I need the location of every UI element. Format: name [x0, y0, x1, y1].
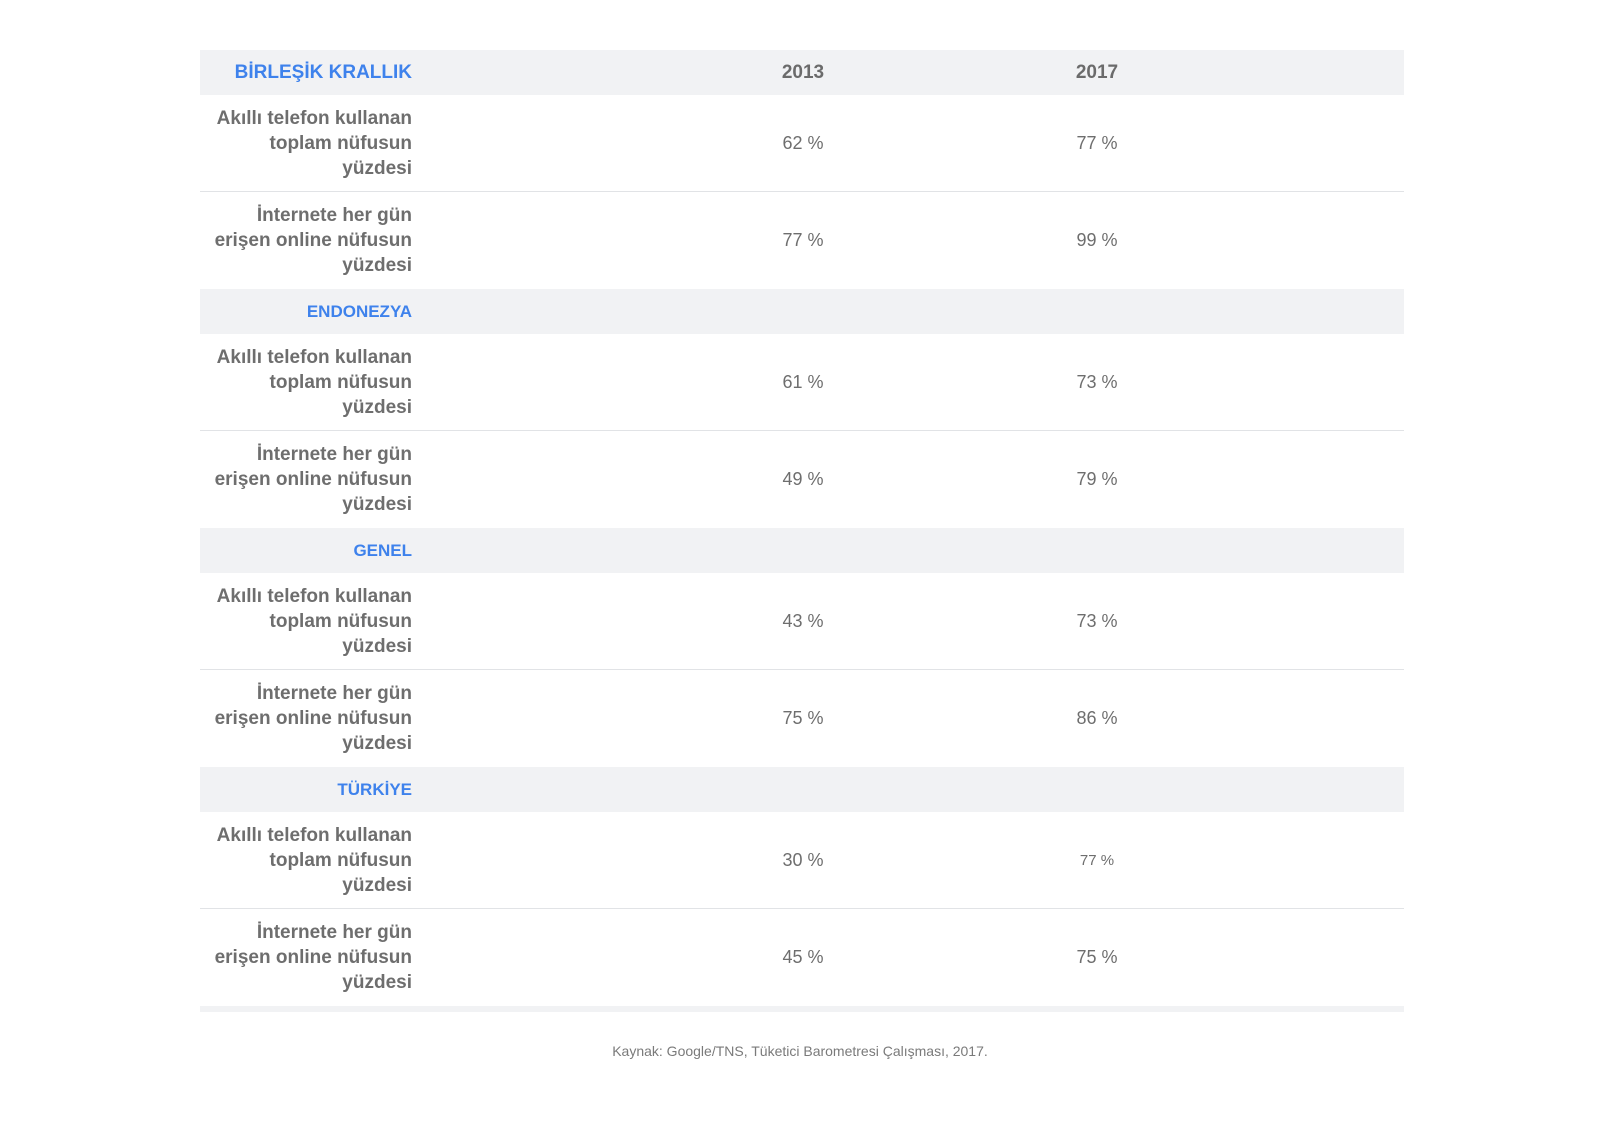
- metric-label: İnternete her gün erişen online nüfusun …: [214, 683, 412, 754]
- metric-label: Akıllı telefon kullanan toplam nüfusun y…: [216, 346, 412, 418]
- metric-label: İnternete her gün erişen online nüfusun …: [214, 205, 412, 276]
- metric-label: Akıllı telefon kullanan toplam nüfusun y…: [216, 824, 412, 896]
- group-header-birlesik-krallik: BİRLEŞİK KRALLIK 2013 2017: [200, 50, 1404, 95]
- table-row: İnternete her gün erişen online nüfusun …: [200, 909, 1404, 1006]
- value-2013: 62 %: [782, 132, 824, 153]
- country-label: BİRLEŞİK KRALLIK: [234, 61, 412, 83]
- table-row: İnternete her gün erişen online nüfusun …: [200, 192, 1404, 289]
- value-2017: 77 %: [1076, 132, 1118, 153]
- value-2013: 43 %: [782, 610, 824, 631]
- value-2013: 61 %: [782, 371, 824, 392]
- table-bottom-divider: [200, 1006, 1404, 1012]
- table-row: Akıllı telefon kullanan toplam nüfusun y…: [200, 95, 1404, 192]
- value-2017: 73 %: [1076, 371, 1118, 392]
- year-2013-header: 2013: [781, 61, 825, 83]
- value-2017: 77 %: [1079, 851, 1115, 869]
- country-label: TÜRKİYE: [337, 779, 412, 799]
- table-row: İnternete her gün erişen online nüfusun …: [200, 431, 1404, 528]
- metric-label: İnternete her gün erişen online nüfusun …: [214, 444, 412, 515]
- table-row: Akıllı telefon kullanan toplam nüfusun y…: [200, 573, 1404, 670]
- value-2017: 99 %: [1076, 230, 1118, 250]
- group-header-genel: GENEL: [200, 528, 1404, 573]
- country-label: GENEL: [353, 540, 412, 560]
- value-2017: 75 %: [1076, 947, 1118, 967]
- value-2017: 79 %: [1076, 469, 1118, 489]
- value-2017: 86 %: [1076, 708, 1118, 728]
- value-2013: 30 %: [782, 849, 824, 870]
- stats-table: BİRLEŞİK KRALLIK 2013 2017 Akıllı telefo…: [200, 50, 1404, 1012]
- country-label: ENDONEZYA: [306, 301, 412, 321]
- table-row: İnternete her gün erişen online nüfusun …: [200, 670, 1404, 767]
- metric-label: İnternete her gün erişen online nüfusun …: [214, 922, 412, 993]
- value-2013: 49 %: [782, 469, 824, 489]
- value-2013: 45 %: [782, 947, 824, 967]
- year-2017-header: 2017: [1075, 61, 1119, 83]
- table-row: Akıllı telefon kullanan toplam nüfusun y…: [200, 812, 1404, 909]
- table-row: Akıllı telefon kullanan toplam nüfusun y…: [200, 334, 1404, 431]
- metric-label: Akıllı telefon kullanan toplam nüfusun y…: [216, 585, 412, 657]
- value-2017: 73 %: [1076, 610, 1118, 631]
- value-2013: 77 %: [782, 230, 824, 250]
- source-note: Kaynak: Google/TNS, Tüketici Barometresi…: [612, 1043, 988, 1059]
- group-header-turkiye: TÜRKİYE: [200, 767, 1404, 812]
- value-2013: 75 %: [782, 708, 824, 728]
- group-header-endonezya: ENDONEZYA: [200, 289, 1404, 334]
- metric-label: Akıllı telefon kullanan toplam nüfusun y…: [216, 107, 412, 179]
